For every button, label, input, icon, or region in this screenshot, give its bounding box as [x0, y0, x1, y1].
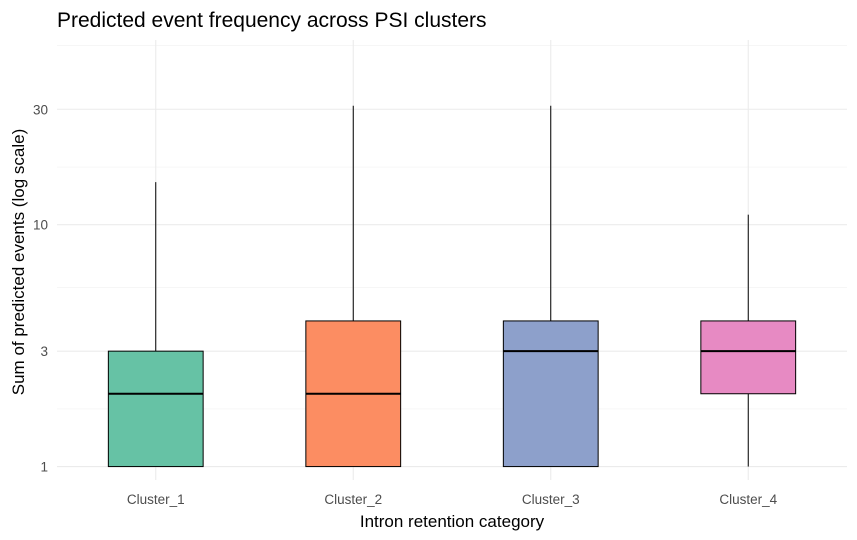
y-tick-label-1: 1 [40, 460, 48, 475]
box-cluster-1 [107, 182, 204, 468]
y-tick-label-10: 10 [33, 218, 48, 233]
x-tick-label-cluster-3: Cluster_3 [522, 492, 580, 507]
iqr-box-cluster-4 [700, 320, 797, 395]
box-cluster-4 [700, 214, 797, 467]
box-series [107, 105, 797, 468]
x-tick-label-cluster-4: Cluster_4 [719, 492, 777, 507]
box-cluster-2 [305, 105, 402, 468]
x-axis-label: Intron retention category [360, 512, 545, 531]
y-tick-label-30: 30 [33, 102, 48, 117]
iqr-box-cluster-1 [107, 350, 204, 468]
y-tick-label-3: 3 [40, 344, 48, 359]
chart-title: Predicted event frequency across PSI clu… [57, 9, 487, 32]
y-axis-ticks: 1 3 10 30 [33, 102, 48, 474]
x-tick-label-cluster-2: Cluster_2 [324, 492, 382, 507]
y-axis-label: Sum of predicted events (log scale) [9, 129, 28, 395]
box-cluster-3 [502, 105, 599, 468]
x-axis-ticks: Cluster_1 Cluster_2 Cluster_3 Cluster_4 [127, 492, 778, 507]
iqr-box-cluster-3 [502, 320, 599, 468]
x-tick-label-cluster-1: Cluster_1 [127, 492, 185, 507]
